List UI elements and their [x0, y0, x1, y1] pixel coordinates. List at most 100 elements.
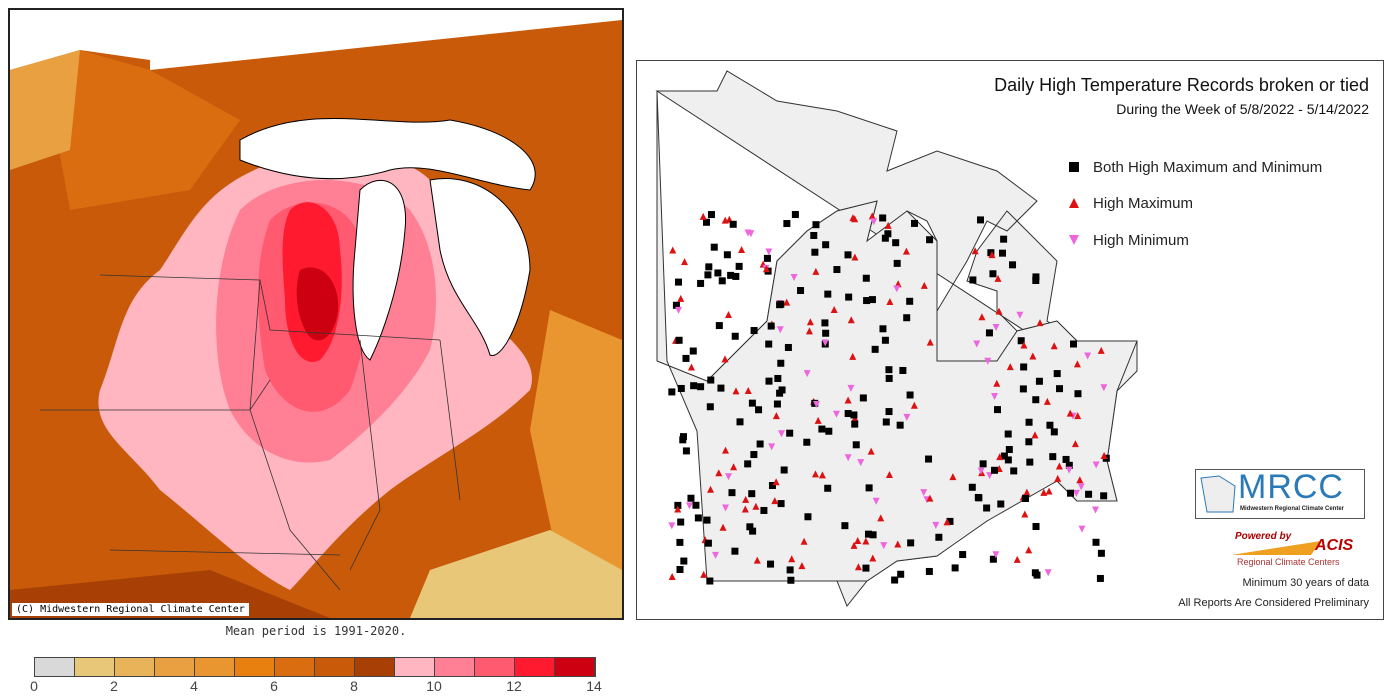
- marker-both: [1053, 370, 1061, 378]
- marker-both: [783, 220, 791, 228]
- marker-high-max: [862, 537, 870, 545]
- legend-swatch: [115, 658, 155, 676]
- marker-high-min: [712, 551, 720, 559]
- marker-high-max: [851, 215, 859, 223]
- marker-both: [692, 501, 700, 509]
- marker-both: [899, 366, 907, 374]
- marker-both: [824, 290, 832, 298]
- marker-both: [674, 501, 682, 509]
- marker-both: [1070, 340, 1078, 348]
- marker-high-max: [1040, 488, 1048, 496]
- marker-high-max: [805, 327, 813, 335]
- marker-high-min: [992, 324, 1000, 332]
- legend-label: High Minimum: [1093, 232, 1189, 249]
- marker-both: [946, 517, 954, 525]
- legend-high-min: High Minimum: [1069, 232, 1189, 249]
- marker-high-min: [1065, 466, 1073, 474]
- marker-both: [694, 514, 702, 522]
- marker-both: [674, 278, 682, 286]
- marker-both: [896, 421, 904, 429]
- marker-both: [907, 539, 915, 547]
- marker-both: [892, 239, 900, 247]
- legend-swatch: [475, 658, 515, 676]
- marker-both: [768, 481, 776, 489]
- marker-high-min: [920, 489, 928, 497]
- marker-both: [690, 382, 698, 390]
- marker-high-max: [1036, 319, 1044, 327]
- marker-high-min: [821, 339, 829, 347]
- marker-both: [998, 249, 1006, 257]
- pink-triangle-down-icon: [1069, 234, 1079, 245]
- marker-both: [675, 336, 683, 344]
- marker-both: [728, 489, 736, 497]
- marker-high-max: [847, 316, 855, 324]
- marker-high-max: [894, 540, 902, 548]
- marker-high-max: [910, 401, 918, 409]
- marker-both: [991, 466, 999, 474]
- marker-both: [987, 249, 995, 257]
- marker-high-max: [818, 471, 826, 479]
- marker-high-max: [1100, 452, 1108, 460]
- marker-both: [864, 530, 872, 538]
- marker-both: [1032, 277, 1040, 285]
- legend-tick: 12: [506, 678, 522, 694]
- marker-both: [1096, 574, 1104, 582]
- marker-high-max: [681, 258, 689, 266]
- marker-high-min: [832, 410, 840, 418]
- marker-both: [865, 484, 873, 492]
- marker-high-min: [722, 504, 730, 512]
- marker-both: [1100, 492, 1108, 500]
- marker-high-min: [747, 230, 755, 238]
- marker-high-min: [847, 384, 855, 392]
- marker-both: [784, 343, 792, 351]
- marker-both: [1031, 569, 1039, 577]
- marker-both: [891, 576, 899, 584]
- mrcc-logo: MRCC Midwestern Regional Climate Center: [1195, 468, 1365, 519]
- marker-high-max: [742, 495, 750, 503]
- legend-tick: 14: [586, 678, 602, 694]
- marker-high-max: [1031, 431, 1039, 439]
- marker-both: [989, 270, 997, 278]
- marker-both: [715, 322, 723, 330]
- marker-both: [893, 259, 901, 267]
- anomaly-contours: [10, 20, 622, 618]
- marker-both: [841, 522, 849, 530]
- marker-both: [786, 429, 794, 437]
- legend-swatch: [435, 658, 475, 676]
- legend-swatch: [155, 658, 195, 676]
- marker-both: [689, 347, 697, 355]
- marker-both: [1032, 396, 1040, 404]
- marker-high-max: [715, 469, 723, 477]
- marker-both: [976, 216, 984, 224]
- marker-both: [787, 576, 795, 584]
- marker-both: [906, 391, 914, 399]
- marker-both: [1085, 490, 1093, 498]
- marker-high-max: [744, 387, 752, 395]
- marker-high-max: [949, 473, 957, 481]
- marker-high-max: [1073, 360, 1081, 368]
- marker-high-max: [1055, 462, 1063, 470]
- marker-high-max: [902, 247, 910, 255]
- marker-high-max: [1074, 412, 1082, 420]
- marker-high-max: [798, 562, 806, 570]
- marker-both: [879, 214, 887, 222]
- marker-both: [687, 494, 695, 502]
- marker-both: [910, 219, 918, 227]
- marker-high-max: [978, 313, 986, 321]
- marker-high-min: [872, 497, 880, 505]
- marker-both: [968, 483, 976, 491]
- marker-both: [859, 394, 867, 402]
- marker-both: [735, 262, 743, 270]
- marker-both: [844, 251, 852, 259]
- marker-high-max: [668, 573, 676, 581]
- marker-both: [780, 466, 788, 474]
- marker-both: [777, 300, 785, 308]
- marker-both: [756, 440, 764, 448]
- marker-high-max: [926, 338, 934, 346]
- marker-high-min: [768, 443, 776, 451]
- marker-both: [989, 555, 997, 563]
- marker-both: [776, 389, 784, 397]
- marker-both: [821, 319, 829, 327]
- marker-both: [884, 230, 892, 238]
- marker-high-max: [1071, 440, 1079, 448]
